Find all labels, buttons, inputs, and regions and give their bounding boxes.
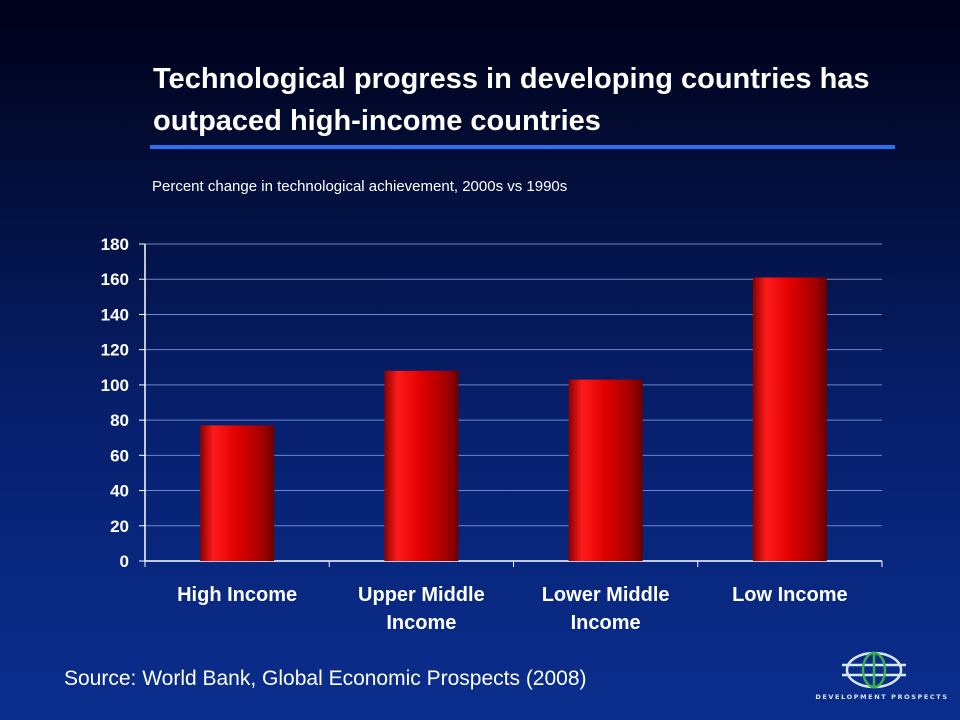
x-tick-labels: High Income Upper Middle Income Lower Middl… xyxy=(177,584,848,634)
chart-subtitle: Percent change in technological achievem… xyxy=(152,178,568,195)
bar-high-income xyxy=(200,425,275,561)
x-tick-label: Lower Middle xyxy=(542,584,670,606)
title-underline xyxy=(150,145,895,149)
bar-low-income xyxy=(752,277,827,561)
x-tick-label: Income xyxy=(386,612,456,634)
bar-upper-middle-income xyxy=(384,370,459,561)
y-tick-label: 80 xyxy=(110,411,129,430)
y-tick-label: 180 xyxy=(101,235,129,254)
bar-lower-middle-income xyxy=(568,379,643,561)
slide-title: Technological progress in developing cou… xyxy=(153,63,870,137)
logo-text: DEVELOPMENT PROSPECTS xyxy=(815,693,949,701)
bar-chart: 0 20 40 60 80 100 120 140 160 180 High Income Uppe… xyxy=(101,235,883,634)
y-tick-label: 60 xyxy=(110,446,129,465)
y-tick-label: 40 xyxy=(110,482,129,501)
y-tick-label: 100 xyxy=(101,376,129,395)
development-prospects-logo: DEVELOPMENT PROSPECTS xyxy=(812,645,952,715)
globe-icon xyxy=(842,651,906,689)
y-tick-label: 120 xyxy=(101,341,129,360)
bars xyxy=(200,277,827,561)
x-tick-label: Low Income xyxy=(732,584,848,606)
x-tick-label: Income xyxy=(571,612,641,634)
y-tick-label: 20 xyxy=(110,517,129,536)
y-tick-labels: 0 20 40 60 80 100 120 140 160 180 xyxy=(101,235,129,571)
y-tick-label: 160 xyxy=(101,270,129,289)
source-note: Source: World Bank, Global Economic Pros… xyxy=(64,667,587,690)
y-tick-label: 0 xyxy=(120,552,129,571)
x-tick-label: Upper Middle xyxy=(358,584,485,606)
y-tick-label: 140 xyxy=(101,305,129,324)
x-tick-label: High Income xyxy=(177,584,297,606)
